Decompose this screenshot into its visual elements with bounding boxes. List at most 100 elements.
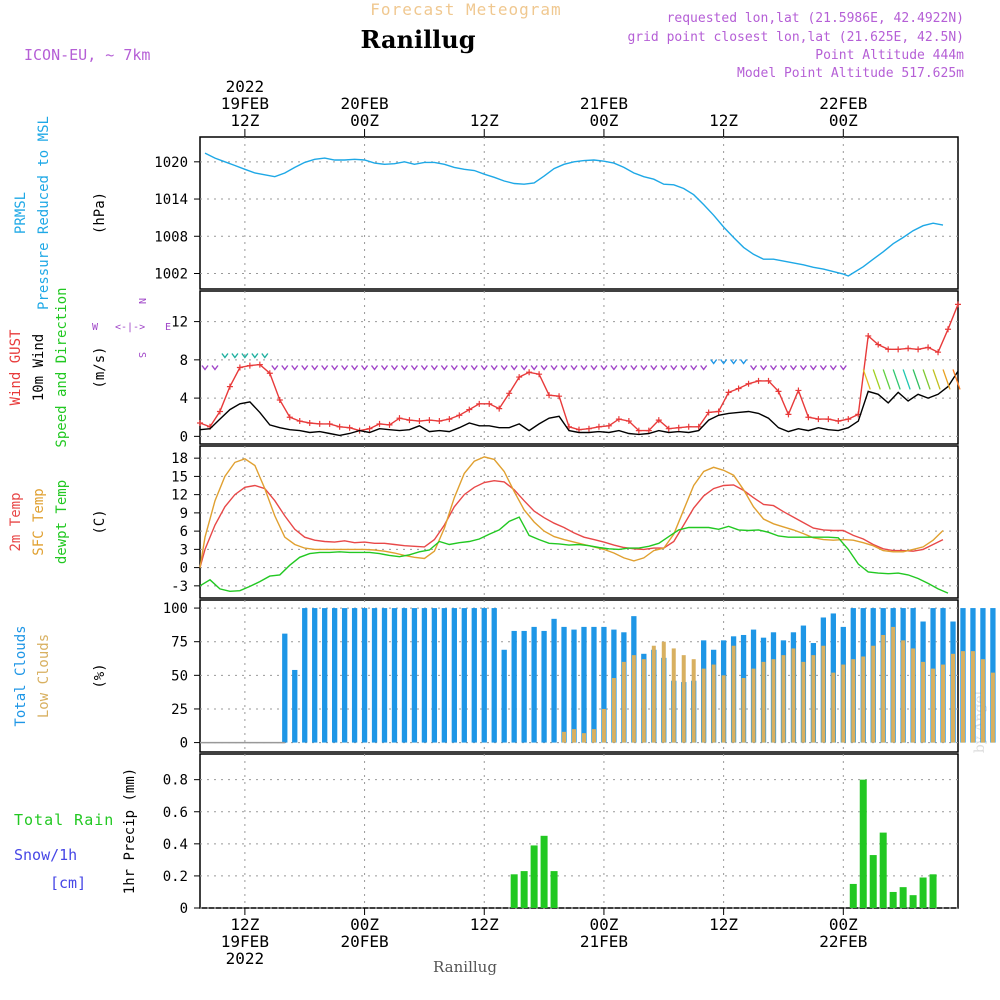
bar-rain [899,887,907,908]
bar-total-clouds [521,630,527,743]
gust-marker [236,364,243,371]
wind-arrow [809,365,817,371]
gust-marker [226,383,233,390]
bar-rain [550,871,558,908]
wind-arrow [570,365,578,371]
wind-arrow [201,365,209,371]
y-tick-label: 0.6 [163,805,188,821]
wind-arrow [819,365,827,371]
bar-rain [919,877,927,908]
bar-total-clouds [581,626,587,743]
y-axis-label: Pressure Reduced to MSL [36,116,52,310]
gust-marker [825,416,832,423]
wind-arrow [500,365,508,371]
bar-total-clouds [341,608,348,743]
y-tick-label: 1002 [154,266,188,282]
gust-marker [536,371,543,378]
grid-point-coords: grid point closest lon,lat (21.625E, 42.… [627,30,964,45]
wind-arrow [321,365,329,371]
panel-frame [199,753,959,909]
bar-low-clouds [851,659,856,743]
x-tick-label-top: 21FEB [580,94,628,113]
bar-low-clouds [681,655,686,743]
gust-marker [476,400,483,407]
gust-marker [426,417,433,424]
wind-arrow [261,353,269,359]
y-tick-label: 15 [171,469,188,485]
gust-marker [695,423,702,430]
series-line-2m-temp [199,479,944,568]
wind-compass: W <-|-> E N S [92,298,171,358]
gust-marker [765,377,772,384]
bar-low-clouds [980,659,985,743]
gust-marker [895,346,902,353]
wind-arrow [351,365,359,371]
gust-marker [246,362,253,369]
footer-location: Ranillug [433,958,497,976]
y-tick-label: 18 [171,451,188,467]
wind-arrow-strong [882,369,891,390]
bar-total-clouds [312,608,318,743]
panel-2: 0 4 8 12 Wind GUST 10m Wind Speed and Directio… [8,287,961,448]
bar-low-clouds [921,661,926,743]
gust-marker [785,411,792,418]
wind-arrow [221,353,229,359]
y-axis-label: Snow/1h [14,846,77,864]
y-axis-unit: (hPa) [92,192,108,234]
gust-marker [336,423,343,430]
bar-low-clouds [661,641,666,743]
wind-arrow [530,365,538,371]
y-tick-label: 12 [171,315,188,331]
bar-total-clouds [561,626,567,743]
compass-w: W [92,322,99,333]
gust-marker [595,423,602,430]
wind-arrow [420,365,428,371]
wind-arrow [271,365,279,371]
bar-rain [879,832,887,908]
panel-frame [199,290,959,445]
wind-arrow-strong [902,369,911,390]
bar-total-clouds [421,608,428,743]
x-tick-label-bottom: 12Z [230,915,259,934]
gust-marker [875,341,882,348]
bar-low-clouds [581,733,586,743]
bar-total-clouds [541,630,547,743]
wind-arrow-strong [922,369,931,390]
y-axis-unit: 1hr Precip (mm) [122,768,138,894]
gust-marker [705,409,712,416]
bar-low-clouds [591,729,596,743]
bar-total-clouds [441,608,448,743]
y-tick-label: 0.4 [163,837,188,853]
bar-total-clouds [401,608,408,743]
bar-low-clouds [671,648,676,743]
bar-low-clouds [861,656,866,743]
bar-total-clouds [591,626,597,743]
gust-marker [935,349,942,356]
x-tick-label-bottom: 00Z [350,915,379,934]
wind-arrow [749,365,758,371]
bar-total-clouds [351,608,358,743]
y-tick-label: 0 [180,901,188,917]
wind-arrow-strong [912,369,921,390]
gust-marker [925,344,932,351]
wind-arrow [301,365,309,371]
bar-total-clouds [391,608,398,743]
y-tick-label: 3 [180,542,188,558]
y-tick-label: -3 [171,579,188,595]
gust-marker [197,419,203,426]
gust-marker [446,416,453,423]
series-line-dewpt-temp [199,516,949,594]
bar-total-clouds [371,608,378,743]
gust-marker [256,361,263,368]
requested-coords: requested lon,lat (21.5986E, 42.4922N) [667,11,964,26]
bar-low-clouds [691,659,696,743]
x-tick-label-bottom: 20FEB [340,932,388,951]
bar-total-clouds [481,608,487,743]
bar-rain [869,855,877,908]
gust-marker [296,418,303,425]
wind-arrow [590,365,598,371]
wind-arrow [799,365,807,371]
model-altitude: Model Point Altitude 517.625m [737,66,964,81]
wind-arrow [480,365,488,371]
wind-arrow-strong [892,369,901,390]
